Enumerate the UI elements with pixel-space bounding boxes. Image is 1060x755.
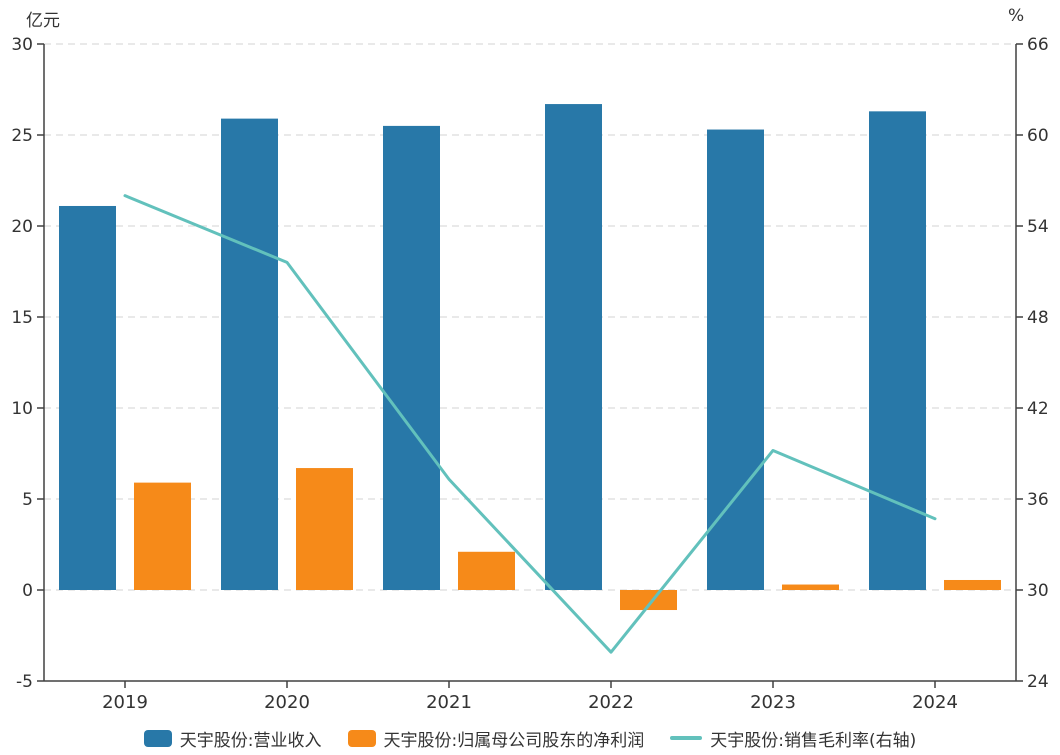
left-tick-label: 25: [11, 126, 33, 146]
gross-margin-line-icon: [670, 736, 703, 740]
right-tick-label: 42: [1027, 399, 1049, 419]
bar: [458, 551, 515, 590]
bar: [545, 104, 602, 590]
left-tick-label: 10: [11, 399, 33, 419]
bar: [782, 584, 839, 590]
revenue-swatch-icon: [143, 729, 172, 747]
bar: [944, 579, 1001, 590]
left-tick-label: 15: [11, 308, 33, 328]
line-series: [123, 194, 937, 654]
x-category-label: 2024: [912, 692, 958, 713]
left-axis-unit-label: 亿元: [26, 11, 60, 31]
left-tick-label: 30: [11, 35, 33, 55]
legend-item-net-profit[interactable]: 天宇股份:归属母公司股东的净利润: [347, 726, 645, 751]
bar: [869, 111, 926, 590]
left-tick-label: 20: [11, 217, 33, 237]
right-tick-label: 54: [1027, 217, 1049, 237]
legend-label: 天宇股份:销售毛利率(右轴): [710, 730, 917, 751]
bar: [620, 590, 677, 611]
right-tick-label: 30: [1027, 581, 1049, 601]
chart-canvas: 30 25 20 15 10 5 0 -5 66 60 54 48 42 36 30 24 2019 2020 20…: [11, 35, 1049, 713]
bar: [296, 468, 353, 590]
left-tick-label: 0: [22, 581, 33, 601]
right-axis-unit-label: %: [1008, 6, 1025, 26]
x-category-label: 2019: [102, 692, 148, 713]
net-profit-swatch-icon: [347, 729, 376, 747]
legend-label: 天宇股份:归属母公司股东的净利润: [383, 730, 645, 751]
chart-legend: 天宇股份:营业收入 天宇股份:归属母公司股东的净利润 天宇股份:销售毛利率(右轴…: [0, 723, 1060, 753]
right-tick-label: 48: [1027, 308, 1049, 328]
x-category-label: 2020: [264, 692, 310, 713]
bar: [59, 205, 116, 591]
right-tick-label: 24: [1027, 672, 1049, 692]
x-category-label: 2023: [750, 692, 796, 713]
right-tick-label: 60: [1027, 126, 1049, 146]
bar: [134, 482, 191, 590]
right-tick-label: 36: [1027, 490, 1049, 510]
legend-label: 天宇股份:营业收入: [179, 730, 322, 751]
right-tick-label: 66: [1027, 35, 1049, 55]
left-tick-label: 5: [22, 490, 33, 510]
legend-item-revenue[interactable]: 天宇股份:营业收入: [143, 726, 322, 751]
bar: [221, 118, 278, 591]
bar: [383, 125, 440, 591]
bar: [707, 129, 764, 591]
legend-item-gross-margin[interactable]: 天宇股份:销售毛利率(右轴): [670, 726, 916, 751]
left-tick-label: -5: [16, 672, 33, 692]
x-category-label: 2021: [426, 692, 472, 713]
x-category-label: 2022: [588, 692, 634, 713]
